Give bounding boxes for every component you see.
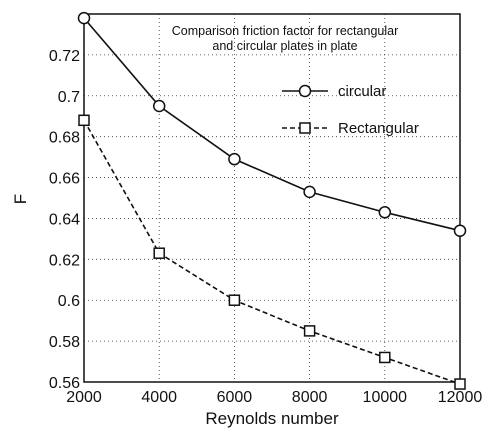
series-line-circular bbox=[83, 17, 461, 232]
y-tick-label: 0.6 bbox=[58, 293, 80, 310]
data-point-rectangular bbox=[454, 378, 466, 390]
x-tick-label: 6000 bbox=[217, 389, 253, 406]
data-point-circular bbox=[453, 224, 467, 237]
legend-label-rectangular: Rectangular bbox=[338, 120, 419, 137]
y-tick-label: 0.7 bbox=[58, 89, 80, 106]
legend-label-circular: circular bbox=[338, 83, 386, 100]
y-tick-label: 0.62 bbox=[49, 252, 80, 269]
x-axis-label: Reynolds number bbox=[205, 409, 339, 428]
data-point-circular bbox=[303, 185, 316, 199]
data-point-circular bbox=[378, 206, 392, 219]
legend: circular Rectangular bbox=[282, 83, 419, 137]
x-tick-label: 8000 bbox=[292, 389, 328, 406]
y-tick-label: 0.58 bbox=[49, 334, 80, 351]
y-axis-label: F bbox=[11, 194, 30, 204]
data-point-rectangular bbox=[228, 294, 241, 306]
x-tick-label: 10000 bbox=[363, 389, 408, 406]
legend-marker-rectangular bbox=[299, 122, 311, 134]
data-point-rectangular bbox=[379, 351, 391, 364]
data-point-rectangular bbox=[153, 247, 165, 259]
data-point-circular bbox=[77, 11, 91, 25]
data-point-rectangular bbox=[303, 325, 316, 337]
y-tick-label: 0.64 bbox=[49, 211, 80, 228]
x-tick-labels: 2000 4000 6000 8000 10000 12000 bbox=[66, 389, 482, 406]
series-layer bbox=[77, 11, 467, 390]
x-tick-label: 4000 bbox=[141, 389, 177, 406]
chart-title-line-1: Comparison friction factor for rectangul… bbox=[172, 24, 398, 38]
y-tick-labels: 0.56 0.58 0.6 0.62 0.64 0.66 0.68 0.7 0.72 bbox=[49, 48, 80, 392]
y-tick-label: 0.68 bbox=[49, 130, 80, 147]
chart-title-line-2: and circular plates in plate bbox=[212, 39, 357, 53]
plot-frame bbox=[83, 13, 461, 383]
data-point-rectangular bbox=[78, 114, 90, 127]
x-tick-label: 12000 bbox=[438, 389, 483, 406]
plot-area bbox=[84, 14, 460, 382]
y-tick-label: 0.56 bbox=[49, 375, 80, 392]
data-point-circular bbox=[228, 152, 241, 166]
data-point-circular bbox=[152, 99, 166, 113]
y-tick-label: 0.72 bbox=[49, 48, 80, 65]
legend-marker-circular bbox=[298, 84, 312, 98]
x-tick-label: 2000 bbox=[66, 389, 102, 406]
y-tick-label: 0.66 bbox=[49, 171, 80, 188]
series-line-rectangular bbox=[83, 119, 461, 385]
